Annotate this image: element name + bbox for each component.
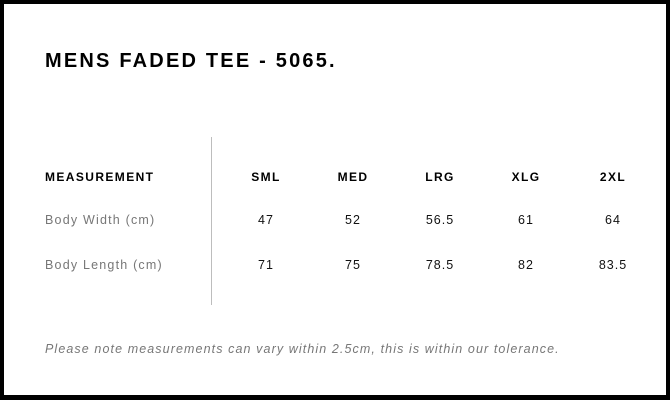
- table-row: Body Length (cm) 71 75 78.5 82 83.5: [0, 255, 670, 275]
- header-measurement: MEASUREMENT: [45, 170, 155, 184]
- table-cell: 64: [605, 213, 621, 227]
- table-header-row: MEASUREMENT SML MED LRG XLG 2XL: [0, 167, 670, 187]
- table-cell: 56.5: [425, 213, 455, 227]
- header-size: LRG: [425, 170, 455, 184]
- table-cell: 52: [345, 213, 361, 227]
- row-label: Body Length (cm): [45, 258, 163, 272]
- header-size: XLG: [511, 170, 541, 184]
- header-size: 2XL: [599, 170, 627, 184]
- table-cell: 47: [258, 213, 274, 227]
- row-label: Body Width (cm): [45, 213, 156, 227]
- table-row: Body Width (cm) 47 52 56.5 61 64: [0, 210, 670, 230]
- tolerance-note: Please note measurements can vary within…: [45, 342, 560, 356]
- column-divider: [211, 137, 212, 305]
- page-title: MENS FADED TEE - 5065.: [45, 50, 337, 72]
- table-cell: 71: [258, 258, 274, 272]
- table-cell: 61: [518, 213, 534, 227]
- table-cell: 82: [518, 258, 534, 272]
- header-size: SML: [251, 170, 281, 184]
- table-cell: 78.5: [425, 258, 455, 272]
- table-cell: 75: [345, 258, 361, 272]
- header-size: MED: [337, 170, 369, 184]
- table-cell: 83.5: [598, 258, 628, 272]
